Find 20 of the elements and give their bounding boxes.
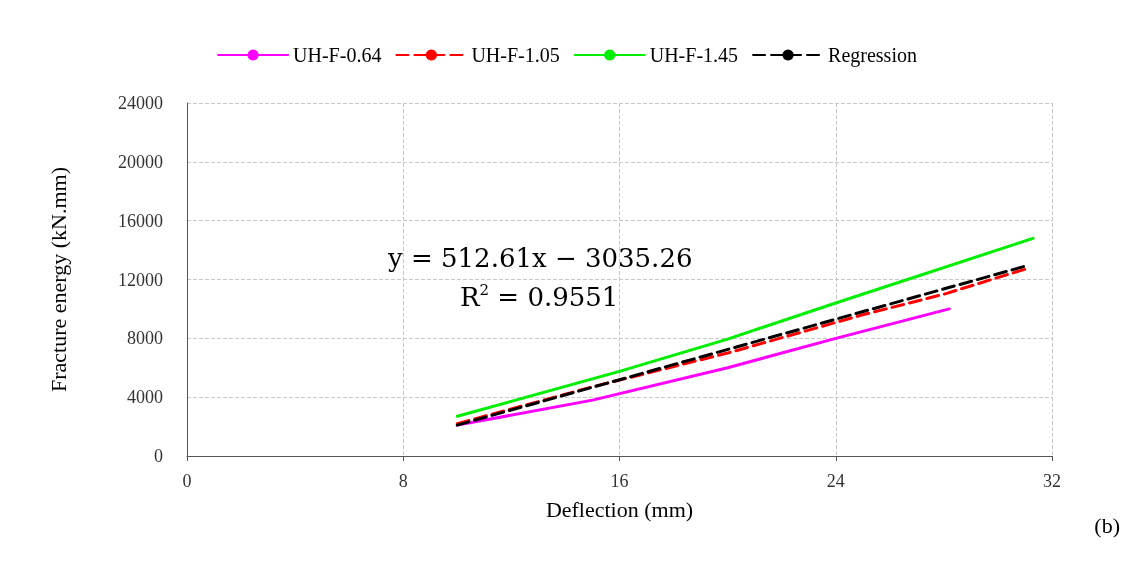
text: (b) xyxy=(1094,512,1120,538)
x-tick-label: 24 xyxy=(826,471,845,491)
y-tick-label: 8000 xyxy=(127,328,163,349)
legend-label: UH-F-1.05 xyxy=(471,44,560,66)
y-tick-label: 20000 xyxy=(118,151,163,172)
y-axis-title: Fracture energy (kN.mm) xyxy=(45,166,71,393)
annotation: y = 512.61x − 3035.26 xyxy=(387,243,693,273)
legend-label: UH-F-0.64 xyxy=(293,44,382,66)
x-tick-label: 32 xyxy=(1043,471,1061,491)
y-tick-label: 12000 xyxy=(118,269,163,290)
legend-label: UH-F-1.45 xyxy=(649,44,739,66)
x-tick-label: 16 xyxy=(610,471,629,491)
y-tick-label: 0 xyxy=(154,446,163,466)
x-tick-label: 8 xyxy=(398,471,408,491)
x-tick-label: 0 xyxy=(182,471,192,491)
legend-label: Regression xyxy=(828,44,917,67)
y-tick-label: 4000 xyxy=(127,387,163,408)
y-tick-label: 16000 xyxy=(118,210,163,231)
y-tick-label: 24000 xyxy=(118,93,163,113)
x-axis-title: Deflection (mm) xyxy=(545,496,694,522)
